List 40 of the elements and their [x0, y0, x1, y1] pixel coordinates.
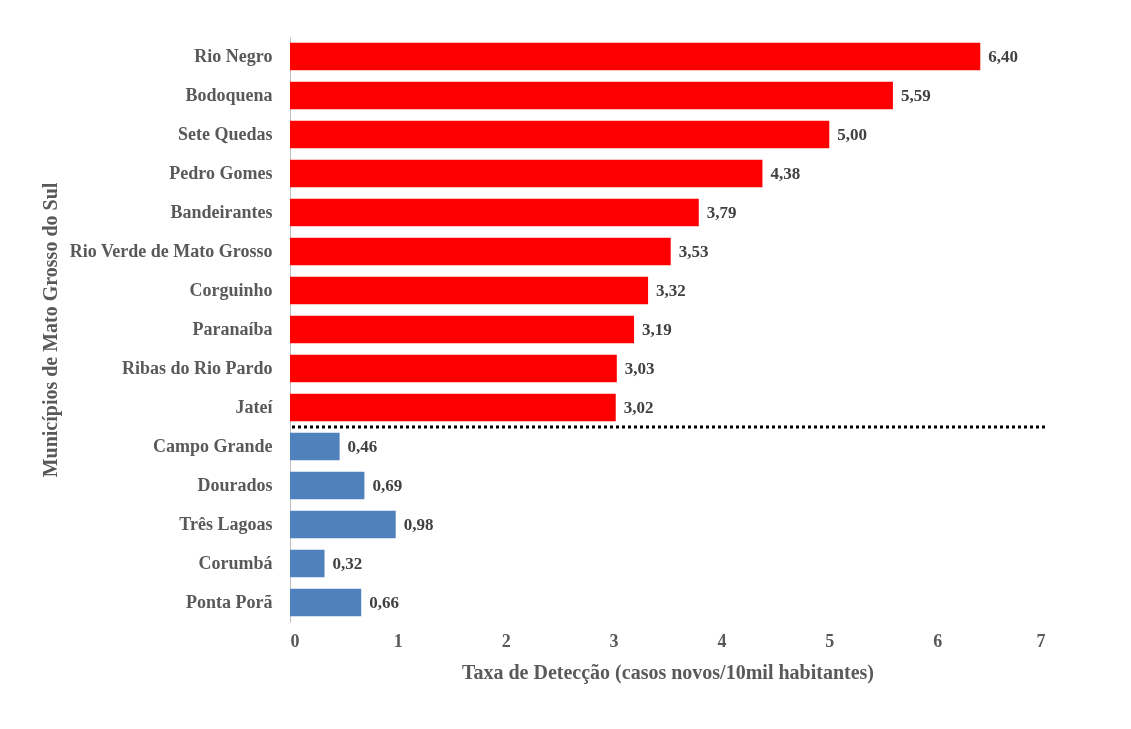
data-label: 3,53: [678, 241, 709, 261]
y-tick-label: Pedro Gomes: [169, 162, 273, 183]
x-tick-label: 4: [717, 630, 727, 651]
data-label: 4,38: [770, 163, 801, 183]
data-label: 3,19: [642, 319, 672, 339]
y-tick-label: Bandeirantes: [170, 201, 273, 222]
data-label: 0,98: [403, 514, 434, 534]
y-tick-label: Ribas do Rio Pardo: [121, 357, 273, 378]
y-tick-label: Ponta Porã: [186, 591, 273, 612]
x-tick-label: 3: [609, 630, 619, 651]
data-label: 0,66: [369, 592, 399, 612]
y-tick-label: Rio Verde de Mato Grosso: [69, 240, 273, 261]
data-label: 3,32: [656, 280, 686, 300]
x-tick-label: 1: [393, 630, 403, 651]
y-tick-label: Três Lagoas: [179, 513, 273, 534]
y-tick-label: Campo Grande: [152, 435, 273, 456]
x-tick-label: 0: [290, 630, 300, 651]
data-label: 3,02: [623, 397, 654, 417]
data-label: 0,32: [332, 553, 363, 573]
data-label: 6,40: [988, 46, 1019, 66]
data-label: 0,46: [347, 436, 378, 456]
data-label: 0,69: [372, 475, 403, 495]
x-tick-label: 6: [933, 630, 943, 651]
x-tick-label: 2: [501, 630, 511, 651]
y-tick-label: Paranaíba: [192, 318, 273, 339]
x-tick-label: 7: [1036, 630, 1046, 651]
x-tick-label: 5: [825, 630, 835, 651]
y-tick-label: Corumbá: [198, 552, 273, 573]
data-label: 3,79: [706, 202, 737, 222]
y-tick-label: Bodoquena: [185, 84, 273, 105]
x-axis-title: Taxa de Detecção (casos novos/10mil habitantes): [461, 660, 875, 684]
y-tick-label: Corguinho: [189, 279, 273, 300]
data-label: 5,59: [900, 85, 931, 105]
y-axis-title: Municípios de Mato Grosso do Sul: [38, 182, 62, 478]
y-tick-label: Jateí: [235, 396, 274, 417]
y-tick-label: Dourados: [197, 474, 273, 495]
y-tick-label: Rio Negro: [194, 45, 273, 66]
y-tick-label: Sete Quedas: [178, 123, 273, 144]
data-label: 5,00: [837, 124, 868, 144]
data-label: 3,03: [624, 358, 655, 378]
